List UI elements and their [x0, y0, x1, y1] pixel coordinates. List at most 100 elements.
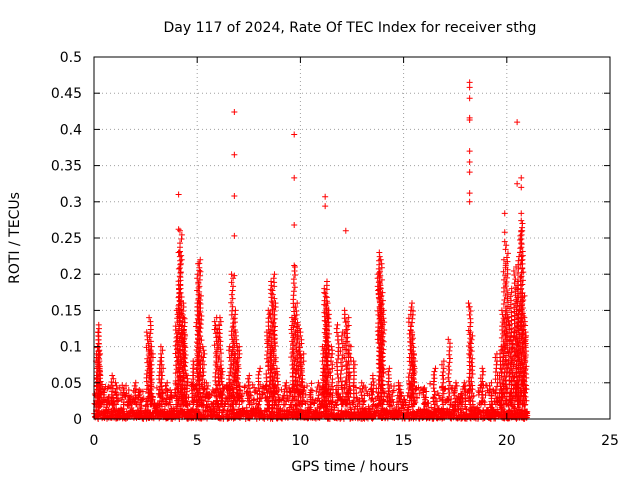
data-point [125, 387, 132, 394]
data-point [272, 354, 279, 361]
data-point [197, 292, 204, 299]
data-point [201, 361, 208, 368]
data-point [327, 368, 334, 375]
data-point [265, 358, 272, 365]
data-point [300, 394, 307, 401]
data-point [148, 372, 155, 379]
data-point [408, 304, 415, 311]
data-point [144, 382, 151, 389]
data-point [322, 293, 329, 300]
data-point [446, 378, 453, 385]
data-point [297, 329, 304, 336]
data-point [184, 401, 191, 408]
data-point [218, 371, 225, 378]
data-point [381, 390, 388, 397]
spike-point [196, 260, 203, 267]
data-point [148, 368, 155, 375]
data-point [329, 376, 336, 383]
data-point [521, 292, 528, 299]
data-point [385, 401, 392, 408]
data-point [251, 396, 258, 403]
data-point [190, 358, 197, 365]
data-point [345, 322, 352, 329]
data-point [148, 361, 155, 368]
data-point [197, 256, 204, 263]
data-point [175, 302, 182, 309]
data-point [440, 376, 447, 383]
data-point [113, 401, 120, 408]
data-point [257, 381, 264, 388]
data-point [384, 381, 391, 388]
data-point [363, 388, 370, 395]
data-point [385, 388, 392, 395]
data-point [360, 382, 367, 389]
data-point [230, 315, 237, 322]
data-point [409, 329, 416, 336]
data-point [469, 355, 476, 362]
data-point [381, 319, 388, 326]
data-point [523, 397, 530, 404]
data-point [147, 365, 154, 372]
data-point [266, 311, 273, 318]
data-point [325, 330, 332, 337]
data-point [519, 309, 526, 316]
data-point [182, 344, 189, 351]
data-point [507, 293, 514, 300]
data-point [230, 346, 237, 353]
data-point [397, 398, 404, 405]
data-point [236, 394, 243, 401]
data-point [523, 363, 530, 370]
data-point [196, 325, 203, 332]
spike-point [518, 217, 525, 224]
data-point [246, 391, 253, 398]
spike-point [196, 267, 203, 274]
data-point [234, 390, 241, 397]
data-point [504, 330, 511, 337]
data-point [255, 371, 262, 378]
data-point [180, 307, 187, 314]
data-point [167, 387, 174, 394]
data-point [379, 385, 386, 392]
data-point [519, 289, 526, 296]
data-point [410, 350, 417, 357]
data-point [176, 298, 183, 305]
data-point [323, 278, 330, 285]
data-point [467, 315, 474, 322]
data-point [368, 385, 375, 392]
data-point [462, 382, 469, 389]
data-point [466, 350, 473, 357]
data-point [245, 382, 252, 389]
data-point [197, 304, 204, 311]
spike-point [231, 272, 238, 279]
x-tick-label: 20 [498, 433, 516, 449]
data-point [506, 321, 513, 328]
data-point [446, 390, 453, 397]
data-point [388, 402, 395, 409]
data-point [255, 404, 262, 411]
data-point [517, 245, 524, 252]
data-point [500, 268, 507, 275]
data-point [467, 329, 474, 336]
data-point [511, 280, 518, 287]
data-point [123, 382, 130, 389]
data-point [514, 382, 521, 389]
spike-point [518, 210, 525, 217]
data-point [377, 280, 384, 287]
data-point [236, 383, 243, 390]
data-point [235, 361, 242, 368]
data-point [146, 334, 153, 341]
data-point [461, 379, 468, 386]
data-point [105, 394, 112, 401]
data-point [199, 372, 206, 379]
data-point [296, 325, 303, 332]
data-point [316, 382, 323, 389]
data-point [196, 283, 203, 290]
data-point [520, 269, 527, 276]
spike-point [466, 303, 473, 310]
spike-point [322, 193, 329, 200]
data-point [395, 379, 402, 386]
data-point [199, 394, 206, 401]
data-point [198, 337, 205, 344]
data-point [148, 343, 155, 350]
data-point [203, 401, 210, 408]
